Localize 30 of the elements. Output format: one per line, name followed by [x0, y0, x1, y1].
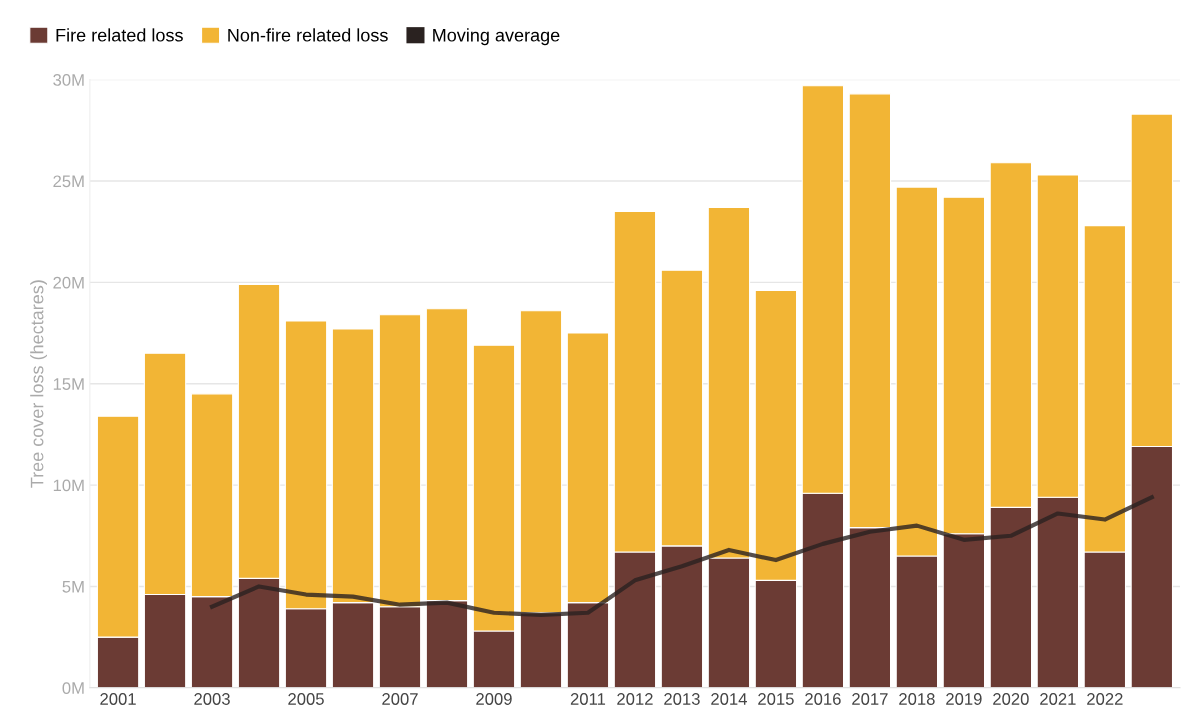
x-tick-label: 2014: [711, 693, 747, 705]
bar: [519, 310, 563, 614]
x-tick-label: 2013: [664, 693, 700, 705]
y-tick-label: 5M: [62, 581, 84, 593]
x-tick-label: 2009: [476, 693, 512, 705]
y-tick-label: 25M: [53, 175, 84, 188]
x-tick-label: 2003: [194, 693, 230, 705]
x-tick-label: 2005: [288, 693, 324, 705]
x-tick-label: 2021: [1040, 693, 1076, 705]
y-axis-title: Tree cover loss (hectares): [30, 280, 48, 488]
x-tick-label: 2018: [899, 693, 935, 705]
x-tick-label: 2016: [805, 693, 841, 705]
x-tick-label: 2001: [100, 693, 136, 705]
y-tick-label: 20M: [53, 276, 84, 289]
y-tick-label: 0M: [62, 682, 84, 694]
x-tick-label: 2015: [758, 693, 794, 705]
x-tick-label: 2017: [852, 693, 888, 705]
x-tick-label: 2022: [1087, 693, 1123, 705]
legend-label: Non-fire related loss: [228, 28, 388, 42]
x-tick-label: 2012: [617, 693, 653, 705]
y-tick-label: 15M: [53, 378, 84, 390]
x-tick-label: 2020: [993, 693, 1029, 705]
y-tick-label: 30M: [53, 74, 84, 86]
y-tick-label: 10M: [53, 479, 84, 492]
line-series: [209, 495, 1154, 617]
x-tick-label: 2007: [382, 693, 418, 705]
legend-label: Fire related loss: [56, 28, 183, 42]
x-tick-label: 2019: [946, 693, 982, 705]
x-tick-label: 2011: [570, 693, 606, 705]
legend-label: Moving average: [433, 28, 560, 46]
